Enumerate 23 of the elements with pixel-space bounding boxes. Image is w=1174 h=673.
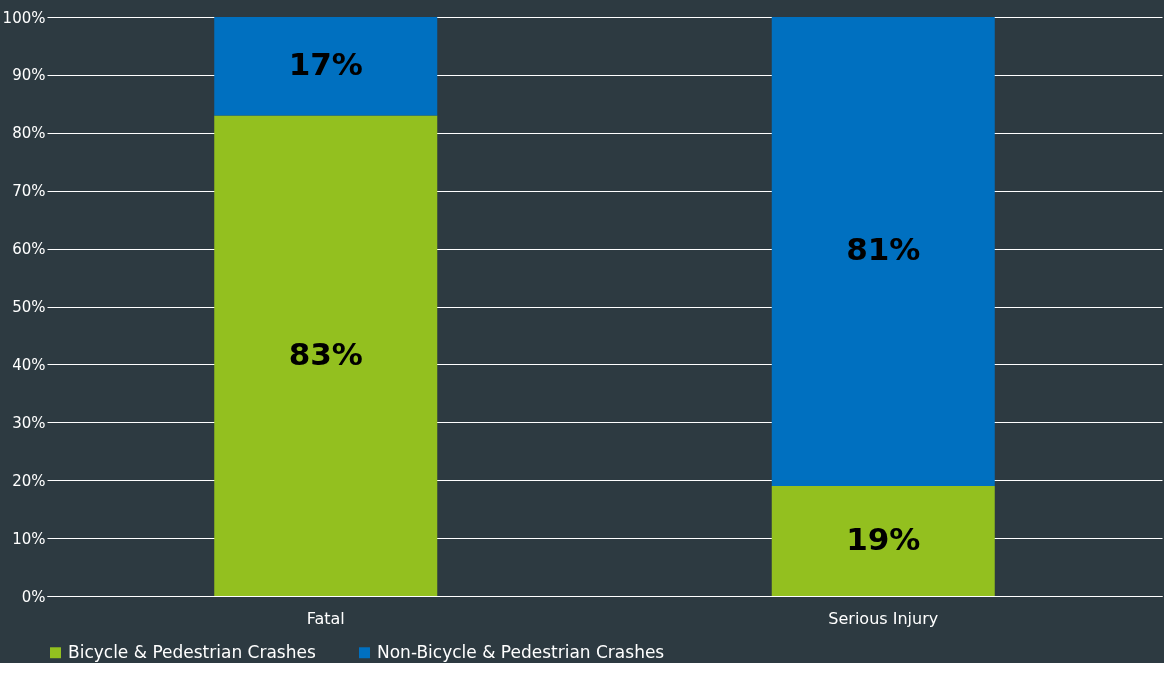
text: 19% (846, 520, 921, 557)
y-tick-label: 0% (21, 587, 46, 606)
text: 81% (846, 231, 921, 268)
legend-label: Bicycle & Pedestrian Crashes (68, 641, 316, 662)
bar (214, 17, 438, 116)
legend-label: Non-Bicycle & Pedestrian Crashes (377, 641, 665, 662)
text: 83% (288, 335, 363, 372)
y-tick-label: 40% (12, 355, 46, 374)
text: 17% (288, 46, 363, 83)
bar (214, 115, 438, 596)
y-tick-label: 70% (12, 182, 46, 201)
y-tick-label: 90% (12, 66, 46, 85)
bar (771, 485, 995, 596)
x-tick-label: Fatal (306, 608, 345, 628)
y-tick-label: 30% (12, 413, 46, 432)
y-tick-label: 100% (2, 8, 46, 27)
x-tick-label: Serious Injury (828, 608, 939, 628)
bar (771, 17, 995, 486)
y-tick-label: 80% (12, 124, 46, 143)
y-tick-label: 20% (12, 471, 46, 490)
y-tick-label: 50% (12, 298, 46, 316)
y-tick-label: 10% (12, 529, 46, 548)
y-tick-label: 60% (12, 240, 46, 259)
